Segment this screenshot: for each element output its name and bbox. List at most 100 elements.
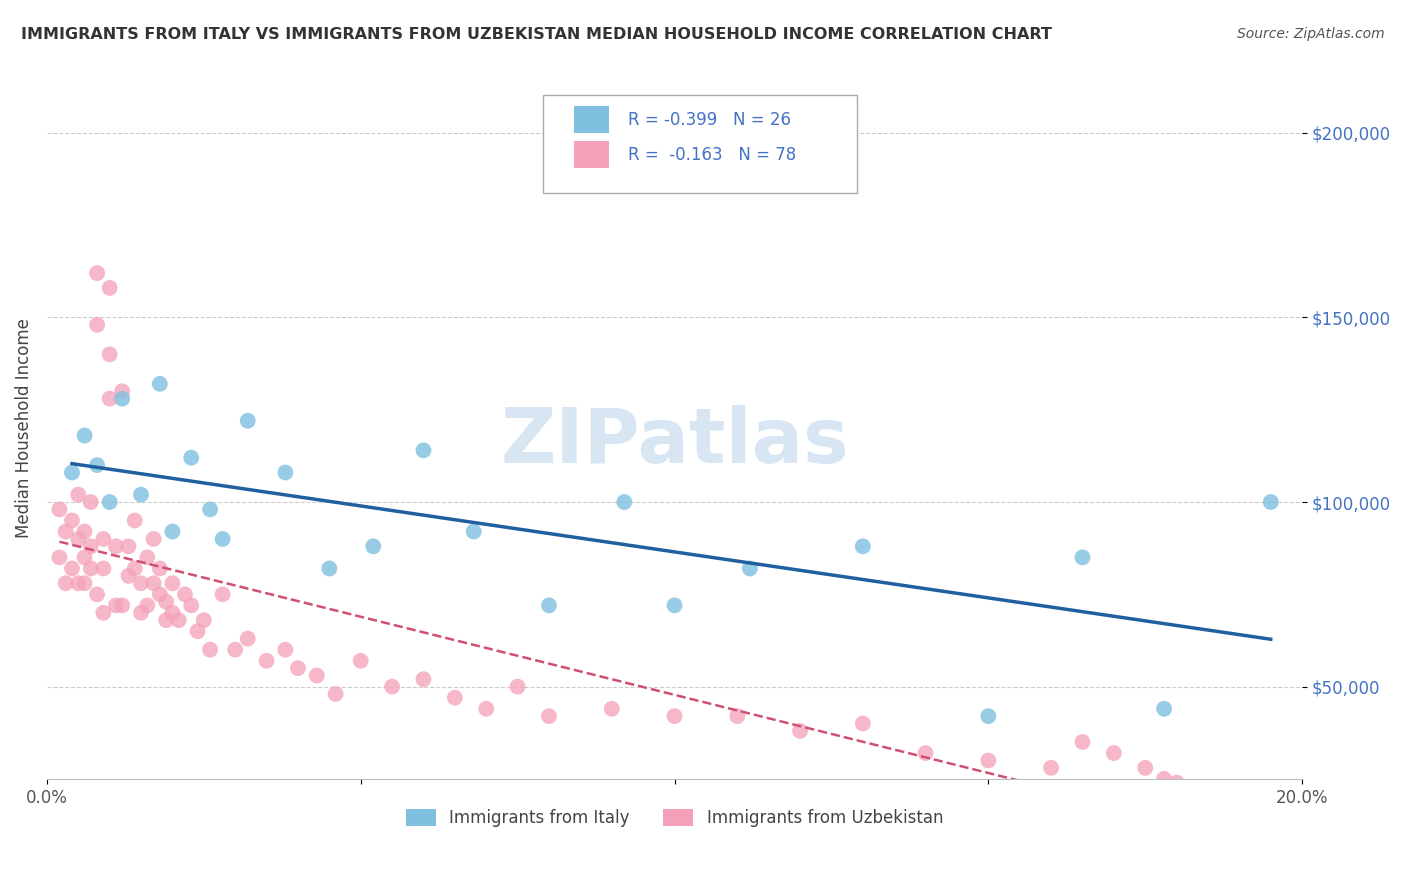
Point <box>412 443 434 458</box>
Point <box>142 576 165 591</box>
Point <box>111 384 134 399</box>
Point <box>98 281 121 295</box>
Point <box>224 642 246 657</box>
Point <box>117 569 139 583</box>
Point <box>149 561 172 575</box>
Point <box>67 488 90 502</box>
Point <box>211 587 233 601</box>
Point <box>167 613 190 627</box>
Point <box>73 576 96 591</box>
Point <box>725 709 748 723</box>
FancyBboxPatch shape <box>574 106 609 133</box>
Point <box>1135 761 1157 775</box>
Point <box>186 624 208 639</box>
Point <box>506 680 529 694</box>
Point <box>80 539 103 553</box>
Point <box>1071 550 1094 565</box>
FancyBboxPatch shape <box>543 95 856 194</box>
Point <box>162 576 184 591</box>
Point <box>86 458 108 472</box>
Point <box>117 539 139 553</box>
Point <box>129 576 152 591</box>
Point <box>1153 702 1175 716</box>
Point <box>475 702 498 716</box>
Legend: Immigrants from Italy, Immigrants from Uzbekistan: Immigrants from Italy, Immigrants from U… <box>399 802 949 834</box>
Point <box>1153 772 1175 786</box>
Point <box>537 599 560 613</box>
Y-axis label: Median Household Income: Median Household Income <box>15 318 32 538</box>
Point <box>80 495 103 509</box>
Point <box>124 561 146 575</box>
Point <box>162 606 184 620</box>
Point <box>73 428 96 442</box>
Text: Source: ZipAtlas.com: Source: ZipAtlas.com <box>1237 27 1385 41</box>
Point <box>86 266 108 280</box>
Point <box>149 376 172 391</box>
Text: R = -0.399   N = 26: R = -0.399 N = 26 <box>628 111 792 128</box>
Point <box>350 654 373 668</box>
Point <box>198 502 221 516</box>
Point <box>111 392 134 406</box>
Point <box>977 709 1000 723</box>
Point <box>1071 735 1094 749</box>
Point <box>104 539 127 553</box>
Point <box>129 606 152 620</box>
Point <box>104 599 127 613</box>
Point <box>600 702 623 716</box>
Point <box>274 466 297 480</box>
Point <box>211 532 233 546</box>
Point <box>174 587 197 601</box>
Point <box>73 524 96 539</box>
Point <box>1260 495 1282 509</box>
Point <box>1166 775 1188 789</box>
Point <box>162 524 184 539</box>
Point <box>852 716 875 731</box>
Point <box>48 550 70 565</box>
Point <box>852 539 875 553</box>
Point <box>287 661 309 675</box>
Point <box>1040 761 1063 775</box>
Point <box>198 642 221 657</box>
Point <box>977 754 1000 768</box>
Point <box>67 576 90 591</box>
Text: R =  -0.163   N = 78: R = -0.163 N = 78 <box>628 145 796 163</box>
Point <box>155 613 177 627</box>
Point <box>129 488 152 502</box>
Point <box>86 587 108 601</box>
Point <box>1102 746 1125 760</box>
Point <box>98 495 121 509</box>
Point <box>93 532 115 546</box>
Point <box>67 532 90 546</box>
Point <box>412 672 434 686</box>
Point <box>305 668 328 682</box>
Point <box>48 502 70 516</box>
Text: ZIPatlas: ZIPatlas <box>501 405 849 479</box>
Point <box>180 450 202 465</box>
Point <box>381 680 404 694</box>
Point <box>236 414 259 428</box>
FancyBboxPatch shape <box>574 141 609 168</box>
Point <box>537 709 560 723</box>
Point <box>180 599 202 613</box>
Point <box>318 561 340 575</box>
Point <box>738 561 761 575</box>
Text: IMMIGRANTS FROM ITALY VS IMMIGRANTS FROM UZBEKISTAN MEDIAN HOUSEHOLD INCOME CORR: IMMIGRANTS FROM ITALY VS IMMIGRANTS FROM… <box>21 27 1052 42</box>
Point <box>193 613 215 627</box>
Point <box>256 654 278 668</box>
Point <box>664 709 686 723</box>
Point <box>789 723 811 738</box>
Point <box>613 495 636 509</box>
Point <box>361 539 384 553</box>
Point <box>914 746 936 760</box>
Point <box>664 599 686 613</box>
Point <box>93 561 115 575</box>
Point <box>55 524 77 539</box>
Point <box>444 690 467 705</box>
Point <box>98 392 121 406</box>
Point <box>149 587 172 601</box>
Point <box>93 606 115 620</box>
Point <box>274 642 297 657</box>
Point <box>142 532 165 546</box>
Point <box>80 561 103 575</box>
Point <box>60 561 83 575</box>
